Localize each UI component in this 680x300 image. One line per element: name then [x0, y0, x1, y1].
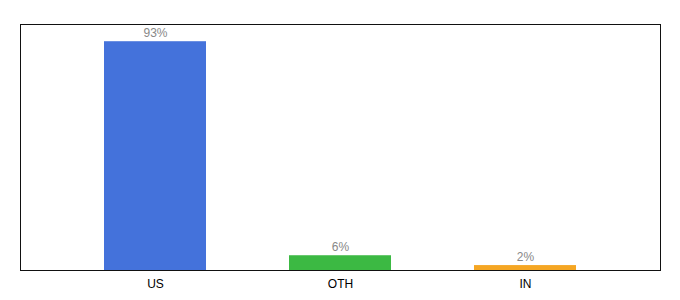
svg-text:2%: 2%: [517, 250, 535, 264]
svg-text:IN: IN: [520, 277, 532, 291]
svg-text:6%: 6%: [332, 240, 350, 254]
svg-text:US: US: [147, 277, 164, 291]
svg-text:OTH: OTH: [328, 277, 353, 291]
svg-text:93%: 93%: [143, 26, 167, 40]
